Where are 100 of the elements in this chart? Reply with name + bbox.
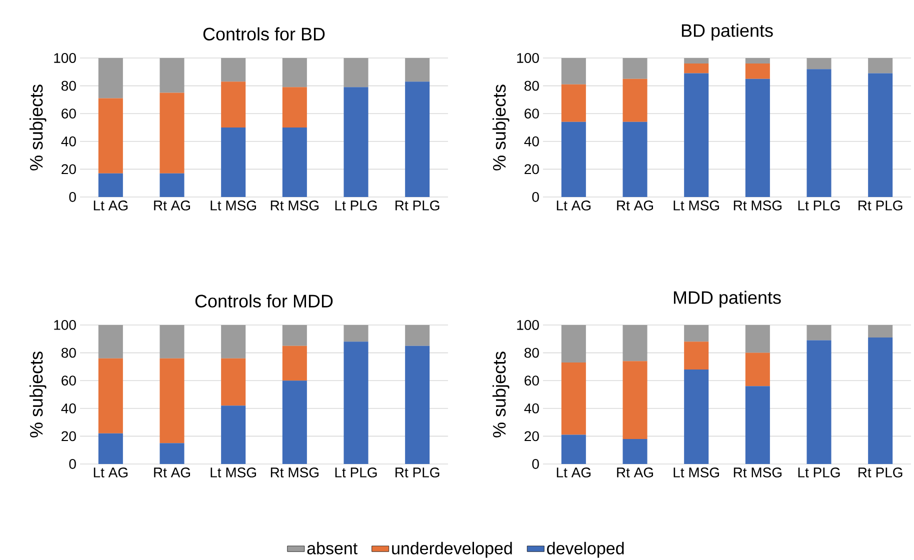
- bar: [806, 340, 832, 464]
- bar: [806, 325, 832, 340]
- bar: [868, 73, 893, 198]
- y-tick-label: 0: [69, 192, 76, 202]
- bar: [684, 58, 709, 64]
- bar: [160, 58, 184, 93]
- bar: [405, 346, 430, 464]
- bar: [745, 64, 770, 79]
- bar: [745, 79, 770, 198]
- bar: [745, 352, 770, 386]
- x-tick-label: Rt AG: [154, 200, 190, 211]
- x-tick-label: Lt PLG: [798, 468, 840, 478]
- y-axis-title: % subjects: [492, 352, 510, 438]
- bar: [561, 434, 586, 464]
- bar: [405, 325, 430, 346]
- bar: [561, 362, 586, 435]
- y-tick-label: 60: [62, 376, 76, 386]
- x-tick-label: Rt AG: [617, 468, 654, 478]
- bar: [160, 443, 184, 464]
- x-tick-label: Rt PLG: [858, 468, 902, 478]
- bar: [561, 84, 586, 122]
- y-tick-label: 80: [524, 348, 539, 358]
- y-axis-title: % subjects: [30, 84, 46, 171]
- legend-label: underdeveloped: [392, 542, 512, 558]
- bar: [684, 325, 709, 342]
- x-tick-label: Lt MSG: [674, 200, 720, 211]
- y-tick-label: 40: [61, 404, 76, 414]
- bar: [282, 128, 307, 198]
- bar: [868, 58, 893, 74]
- bar: [405, 58, 430, 82]
- y-tick-label: 40: [524, 136, 539, 147]
- y-tick-label: 80: [62, 80, 76, 91]
- y-tick-label: 100: [517, 53, 539, 64]
- x-tick-label: Lt AG: [94, 200, 128, 211]
- bar: [622, 58, 648, 79]
- y-tick-label: 20: [524, 164, 539, 174]
- y-tick-label: 60: [62, 108, 76, 119]
- bar: [868, 338, 893, 464]
- bar: [684, 342, 709, 370]
- bar: [98, 174, 123, 198]
- legend-label: absent: [307, 542, 358, 555]
- chart-title: Controls for BD: [203, 27, 325, 41]
- x-tick-label: Rt PLG: [396, 200, 440, 211]
- bar: [684, 73, 709, 198]
- y-tick-label: 80: [524, 80, 539, 91]
- bar: [684, 370, 709, 464]
- bar: [221, 58, 246, 82]
- y-tick-label: 20: [524, 431, 539, 442]
- bar: [160, 174, 184, 198]
- bar: [344, 325, 368, 342]
- bar: [282, 325, 307, 346]
- bar: [98, 98, 123, 174]
- bar: [282, 346, 307, 381]
- x-tick-label: Rt MSG: [734, 468, 782, 478]
- y-tick-label: 40: [61, 136, 76, 147]
- bar: [282, 380, 307, 464]
- bar: [344, 342, 368, 464]
- x-tick-label: Rt MSG: [270, 200, 319, 211]
- bar: [868, 325, 893, 338]
- bar: [98, 325, 123, 359]
- bar: [684, 64, 709, 74]
- y-tick-label: 40: [524, 404, 539, 414]
- y-tick-label: 100: [517, 320, 539, 330]
- y-tick-label: 80: [62, 348, 76, 358]
- bar: [282, 58, 307, 88]
- legend-label: developed: [547, 542, 624, 558]
- bar: [282, 87, 307, 128]
- x-tick-label: Rt AG: [154, 468, 190, 478]
- bar: [622, 122, 648, 198]
- bar: [622, 361, 648, 440]
- y-tick-label: 60: [524, 108, 539, 119]
- y-axis-title: % subjects: [30, 352, 46, 438]
- y-tick-label: 20: [62, 164, 76, 174]
- bar: [561, 325, 586, 363]
- bar: [622, 79, 648, 122]
- bar: [622, 325, 648, 362]
- bar: [221, 406, 246, 464]
- bar: [98, 358, 123, 434]
- bar: [344, 87, 368, 198]
- x-tick-label: Lt AG: [556, 468, 591, 478]
- bar: [745, 58, 770, 64]
- bar: [806, 58, 832, 70]
- y-tick-label: 100: [54, 53, 76, 64]
- bar: [221, 325, 246, 359]
- chart-title: MDD patients: [674, 290, 781, 308]
- x-tick-label: Rt AG: [617, 200, 654, 211]
- x-tick-label: Rt PLG: [396, 468, 440, 478]
- bar: [221, 358, 246, 406]
- bar: [745, 386, 770, 464]
- bar: [98, 58, 123, 98]
- x-tick-label: Rt PLG: [858, 200, 902, 211]
- x-tick-label: Lt MSG: [210, 200, 256, 211]
- x-tick-label: Lt PLG: [798, 200, 840, 211]
- y-tick-label: 0: [69, 459, 76, 470]
- x-tick-label: Lt MSG: [674, 468, 720, 478]
- x-tick-label: Lt MSG: [210, 468, 256, 478]
- bar: [806, 69, 832, 198]
- bar: [160, 92, 184, 174]
- y-tick-label: 100: [54, 320, 76, 330]
- x-tick-label: Lt PLG: [335, 200, 377, 211]
